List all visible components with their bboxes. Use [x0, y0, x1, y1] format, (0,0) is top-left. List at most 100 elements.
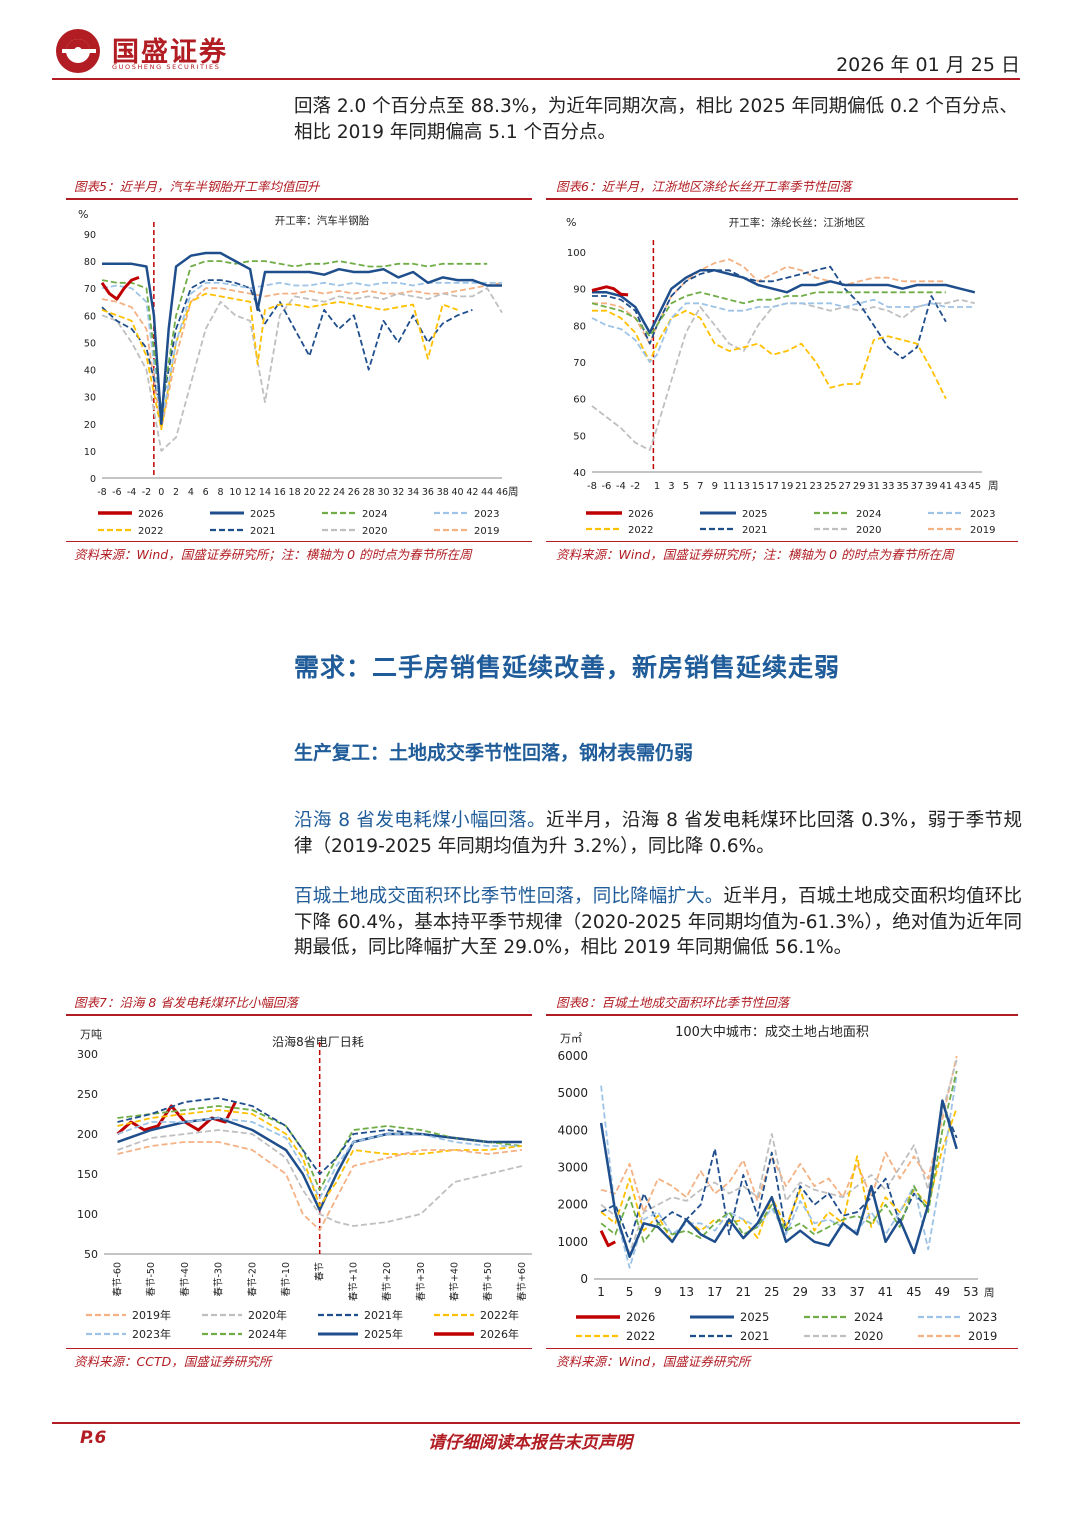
x-tick-label: -4	[616, 481, 626, 492]
y-tick-label: 4000	[557, 1123, 588, 1137]
legend-label-2019: 2019	[968, 1329, 997, 1343]
legend-label-2024: 2024	[856, 509, 881, 520]
chart-title: 开工率：涤纶长丝：江浙地区	[729, 216, 866, 229]
y-tick-label: 0	[580, 1272, 588, 1286]
x-tick-label: 4	[188, 487, 194, 498]
series-line-2025	[599, 1099, 958, 1258]
x-tick-label: 42	[466, 487, 478, 498]
x-tick-label: 7	[697, 481, 703, 492]
x-tick-label: 38	[437, 487, 449, 498]
chart-title: 100大中城市：成交土地占地面积	[675, 1024, 869, 1040]
y-tick-label: 6000	[557, 1049, 588, 1063]
x-tick-label: -8	[587, 481, 597, 492]
x-tick-label: 春节+10	[347, 1262, 359, 1301]
y-axis-unit: %	[566, 216, 576, 229]
x-tick-label: 1	[597, 1285, 605, 1299]
chart-title: 开工率：汽车半钢胎	[275, 214, 370, 227]
x-tick-label: 11	[723, 481, 736, 492]
x-tick-label: 41	[878, 1285, 893, 1299]
x-tick-label: -4	[127, 487, 136, 498]
x-axis-unit: 周	[508, 486, 519, 498]
x-tick-label: 21	[795, 481, 808, 492]
section-title: 需求：二手房销售延续改善，新房销售延续走弱	[294, 653, 841, 682]
y-tick-label: 250	[77, 1088, 98, 1101]
intro-line-2: 相比 2019 年同期偏高 5.1 个百分点。	[294, 121, 617, 143]
x-tick-label: 18	[289, 487, 301, 498]
legend-label-2023: 2023	[970, 509, 995, 520]
x-tick-label: 29	[793, 1285, 808, 1299]
report-date: 2026 年 01 月 25 日	[836, 54, 1020, 76]
x-tick-label: 17	[707, 1285, 722, 1299]
figure-7-title: 图表7：沿海 8 省发电耗煤环比小幅回落	[74, 995, 298, 1010]
x-tick-label: 46	[496, 487, 508, 498]
x-tick-label: 10	[229, 487, 241, 498]
y-axis-unit: 万㎡	[560, 1032, 582, 1045]
section-subtitle: 生产复工：土地成交季节性回落，钢材表需仍弱	[294, 742, 694, 764]
series-line-2022	[101, 292, 458, 431]
series-line-2024	[117, 1105, 523, 1191]
figure-8-source: 资料来源：Wind，国盛证券研究所	[556, 1354, 751, 1369]
y-tick-label: 40	[573, 468, 586, 479]
y-tick-label: 150	[77, 1168, 98, 1181]
x-tick-label: 春节+60	[516, 1262, 528, 1301]
x-tick-label: 24	[333, 487, 345, 498]
series-line-2020	[600, 1059, 958, 1254]
y-tick-label: 90	[84, 230, 96, 241]
legend-label-2023: 2023	[968, 1310, 997, 1324]
x-tick-label: 春节+20	[381, 1262, 393, 1301]
y-tick-label: 40	[84, 366, 96, 377]
x-tick-label: 33	[882, 481, 895, 492]
series-line-2023	[591, 298, 975, 363]
x-tick-label: 19	[781, 481, 794, 492]
figure-8-title-line	[546, 1014, 1018, 1016]
paragraph-power-coal: 沿海 8 省发电耗煤小幅回落。近半月，沿海 8 省发电耗煤环比回落 0.3%，弱…	[294, 808, 1022, 859]
x-tick-label: 26	[348, 487, 360, 498]
y-tick-label: 3000	[557, 1161, 588, 1175]
figure-6-title-line	[546, 198, 1018, 200]
company-name: 国盛证券	[112, 37, 228, 68]
y-tick-label: 50	[84, 1248, 98, 1261]
x-tick-label: 春节-10	[280, 1262, 292, 1297]
figure-7-source: 资料来源：CCTD，国盛证券研究所	[74, 1354, 272, 1369]
intro-line-1: 回落 2.0 个百分点至 88.3%，为近年同期次高，相比 2025 年同期偏低…	[294, 96, 1018, 117]
figure-6-title: 图表6：近半月，江浙地区涤纶长丝开工率季节性回落	[556, 179, 852, 194]
figure-8-source-line	[546, 1348, 1018, 1349]
x-tick-label: 9	[654, 1285, 662, 1299]
x-tick-label: 21	[736, 1285, 751, 1299]
y-tick-label: 70	[84, 284, 96, 295]
legend-label-2023: 2023	[474, 509, 499, 520]
x-tick-label: 0	[158, 487, 164, 498]
y-tick-label: 0	[90, 474, 96, 485]
y-tick-label: 100	[567, 248, 586, 259]
x-tick-label: 13	[679, 1285, 694, 1299]
series-line-2019	[592, 258, 946, 345]
legend-label-2025: 2025	[740, 1310, 769, 1324]
x-tick-label: -6	[601, 481, 611, 492]
legend-label-2024: 2024年	[248, 1327, 287, 1341]
series-line-2022	[600, 1107, 958, 1243]
legend-label-2024: 2024	[362, 509, 387, 520]
legend-label-2019: 2019年	[132, 1308, 171, 1322]
x-tick-label: 5	[683, 481, 689, 492]
legend-label-2021: 2021年	[364, 1308, 403, 1322]
legend-label-2020: 2020年	[248, 1308, 287, 1322]
legend-label-2026: 2026	[628, 509, 653, 520]
header-divider	[52, 78, 1020, 80]
x-tick-label: 17	[766, 481, 779, 492]
x-tick-label: -2	[142, 487, 151, 498]
x-tick-label: 45	[906, 1285, 921, 1299]
x-tick-label: 6	[203, 487, 209, 498]
figure-5-source-line	[66, 541, 532, 542]
x-tick-label: 春节-40	[179, 1262, 191, 1297]
x-tick-label: 春节+40	[448, 1262, 460, 1301]
x-tick-label: -8	[97, 487, 106, 498]
y-tick-label: 30	[84, 393, 96, 404]
y-tick-label: 2000	[557, 1198, 588, 1212]
legend-label-2024: 2024	[854, 1310, 883, 1324]
legend-label-2023: 2023年	[132, 1327, 171, 1341]
x-tick-label: 37	[911, 481, 924, 492]
x-tick-label: 41	[940, 481, 953, 492]
x-tick-label: 28	[363, 487, 375, 498]
series-line-2022	[117, 1109, 523, 1207]
legend-label-2020: 2020	[362, 526, 387, 537]
